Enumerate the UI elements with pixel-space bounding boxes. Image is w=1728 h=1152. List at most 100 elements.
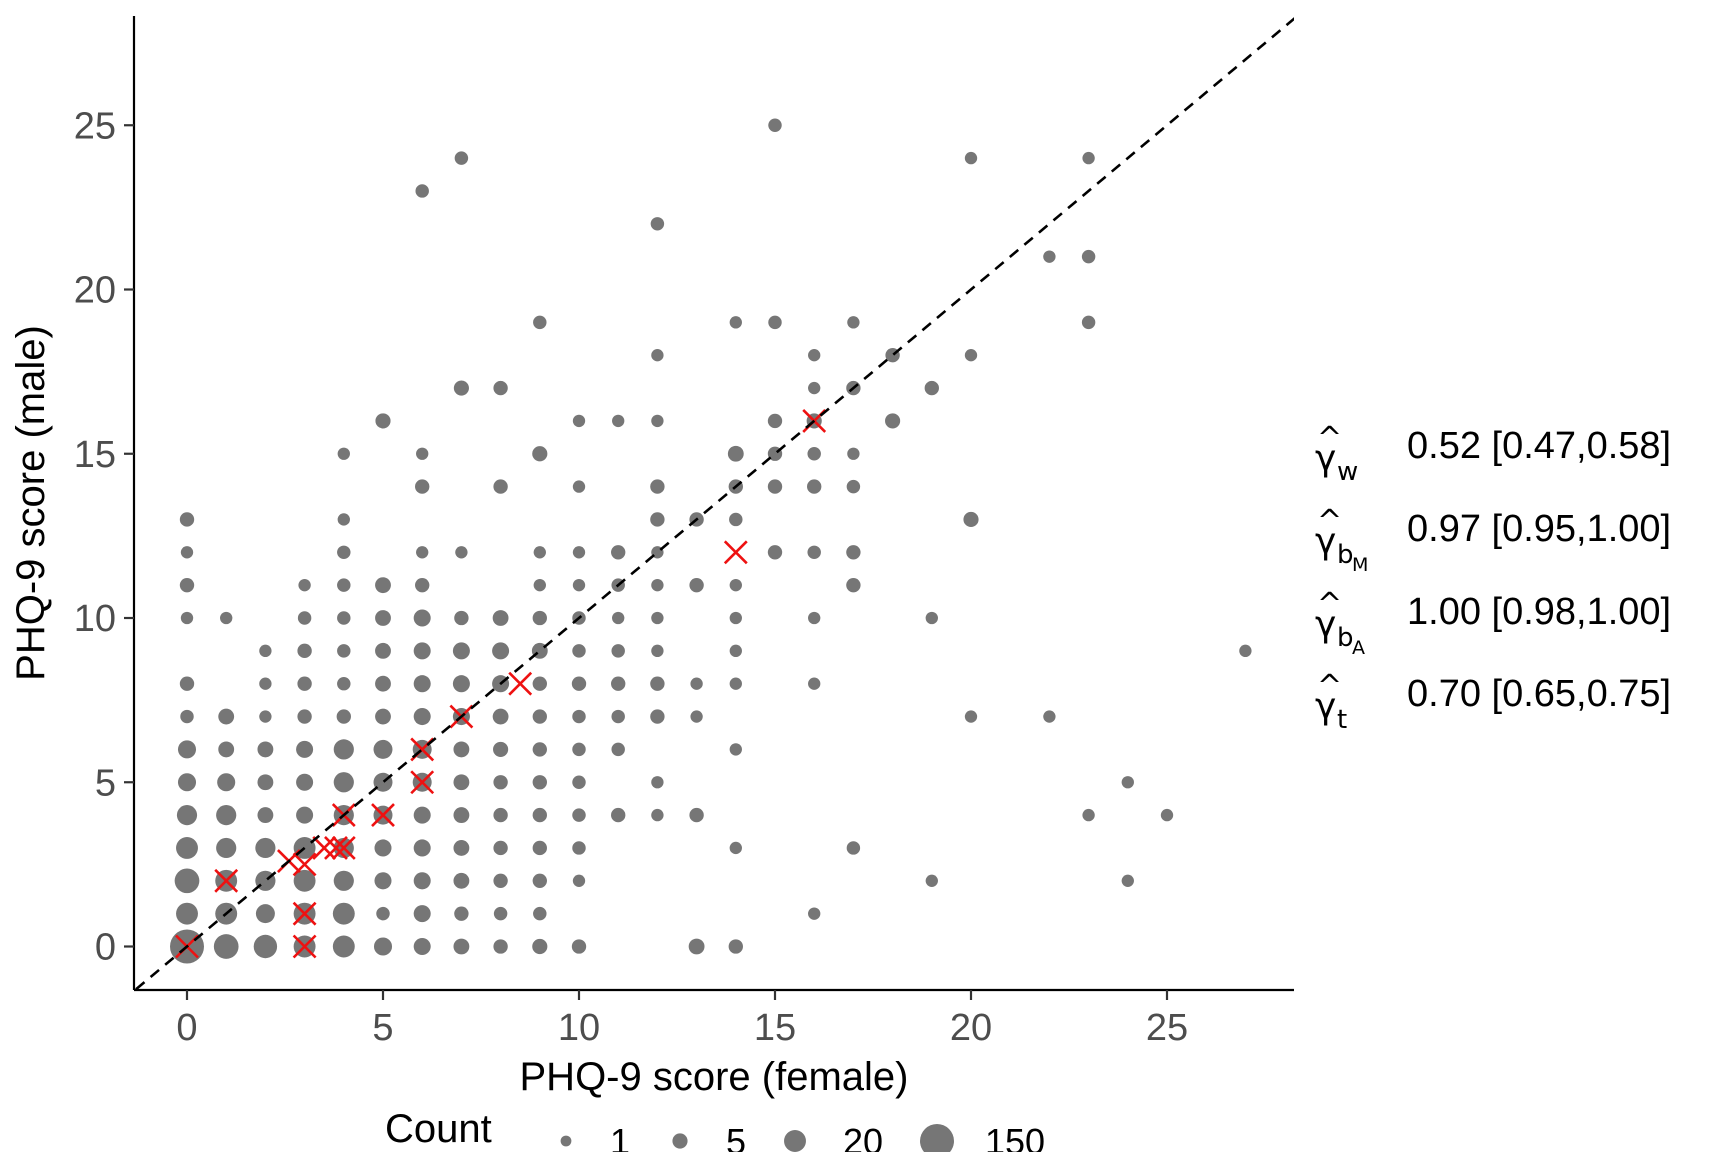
data-point bbox=[572, 546, 586, 559]
cross-marker bbox=[371, 803, 395, 828]
data-point bbox=[963, 511, 979, 528]
data-point bbox=[807, 479, 822, 494]
x-axis-title: PHQ-9 score (female) bbox=[520, 1055, 909, 1099]
x-tick-label: 0 bbox=[176, 1007, 197, 1049]
data-point bbox=[727, 445, 744, 462]
data-point bbox=[217, 773, 236, 792]
data-point bbox=[1121, 776, 1134, 789]
data-point bbox=[689, 807, 704, 823]
y-tick-label: 5 bbox=[95, 762, 116, 804]
x-tick-label: 10 bbox=[558, 1007, 600, 1049]
hat-symbol: ^ bbox=[1317, 504, 1342, 539]
data-point bbox=[964, 151, 978, 165]
data-point bbox=[651, 414, 664, 428]
gamma-annotation-row: ^γ bA 1.00 [0.98,1.00] bbox=[1315, 587, 1671, 659]
x-tick-label: 5 bbox=[372, 1007, 393, 1049]
data-point bbox=[176, 805, 198, 826]
cross-marker bbox=[292, 901, 317, 926]
data-point bbox=[413, 937, 431, 956]
data-point bbox=[767, 479, 783, 494]
data-point bbox=[373, 937, 393, 956]
data-point bbox=[413, 872, 431, 890]
data-point bbox=[808, 677, 821, 690]
data-point bbox=[259, 710, 272, 723]
points-layer bbox=[170, 118, 1252, 964]
data-point bbox=[493, 380, 508, 396]
data-point bbox=[768, 315, 782, 330]
data-point bbox=[415, 184, 429, 198]
data-point bbox=[572, 775, 586, 789]
gamma-estimate-text: 1.00 [0.98,1.00] bbox=[1407, 591, 1671, 633]
cross-marker bbox=[331, 836, 356, 860]
data-point bbox=[611, 676, 626, 691]
data-point bbox=[375, 577, 391, 594]
data-point bbox=[220, 611, 233, 625]
data-point bbox=[572, 742, 586, 757]
data-point bbox=[373, 739, 393, 759]
data-point bbox=[651, 578, 664, 592]
data-point bbox=[375, 708, 391, 725]
gamma-annotation-row: ^γ w 0.52 [0.47,0.58] bbox=[1315, 421, 1671, 487]
data-point bbox=[1043, 710, 1056, 723]
data-point bbox=[847, 316, 860, 329]
data-point bbox=[179, 577, 195, 593]
y-ticks: 0 5 10 15 20 25 bbox=[74, 105, 134, 969]
data-point bbox=[1082, 151, 1095, 165]
data-point bbox=[767, 413, 783, 429]
data-point bbox=[650, 217, 665, 231]
gamma-sub-subscript: A bbox=[1352, 637, 1365, 659]
data-point bbox=[257, 741, 274, 758]
x-tick-label: 25 bbox=[1146, 1007, 1188, 1049]
data-point bbox=[650, 512, 665, 527]
data-point bbox=[454, 151, 469, 165]
data-point bbox=[532, 610, 547, 626]
cross-marker bbox=[312, 836, 337, 860]
data-point bbox=[413, 905, 431, 923]
data-point bbox=[492, 642, 510, 660]
y-tick-label: 10 bbox=[74, 598, 116, 640]
data-point bbox=[846, 545, 861, 560]
data-point bbox=[532, 873, 547, 888]
data-point bbox=[532, 742, 547, 757]
data-point bbox=[452, 675, 470, 693]
data-point bbox=[180, 611, 194, 625]
data-point bbox=[1121, 874, 1134, 887]
y-tick-label: 20 bbox=[74, 270, 116, 312]
data-point bbox=[846, 841, 861, 855]
data-point bbox=[768, 118, 782, 132]
data-point bbox=[337, 545, 351, 560]
data-point bbox=[1082, 808, 1095, 822]
data-point bbox=[253, 934, 278, 959]
y-axis-title: PHQ-9 score (male) bbox=[9, 325, 53, 681]
data-point bbox=[925, 611, 938, 625]
data-point bbox=[572, 644, 586, 658]
data-point bbox=[571, 939, 587, 954]
data-point bbox=[651, 776, 664, 789]
data-point bbox=[846, 479, 861, 494]
data-point bbox=[413, 642, 431, 660]
data-point bbox=[376, 906, 390, 921]
data-point bbox=[297, 611, 312, 625]
data-point bbox=[846, 577, 861, 593]
size-legend: Count 1 5 20 150 bbox=[385, 1107, 1045, 1152]
data-point bbox=[337, 611, 351, 625]
cross-marker bbox=[723, 540, 748, 565]
data-point bbox=[257, 807, 274, 824]
data-point bbox=[767, 545, 783, 560]
data-point bbox=[1081, 315, 1096, 330]
cross-marker bbox=[508, 671, 533, 696]
data-point bbox=[333, 772, 354, 793]
data-point bbox=[728, 939, 743, 954]
data-point bbox=[729, 677, 742, 690]
legend-label: 20 bbox=[843, 1121, 883, 1152]
data-point bbox=[729, 512, 743, 527]
data-point bbox=[493, 906, 508, 921]
gamma-sub-subscript: M bbox=[1352, 554, 1368, 576]
data-point bbox=[532, 807, 547, 823]
data-point bbox=[493, 873, 508, 888]
data-point bbox=[493, 939, 508, 954]
hat-symbol: ^ bbox=[1317, 587, 1342, 622]
gamma-annotations: ^γ w0.52 [0.47,0.58]^γ bM0.97 [0.95,1.00]^… bbox=[1315, 421, 1671, 735]
data-point bbox=[453, 872, 470, 889]
data-point bbox=[689, 577, 704, 593]
